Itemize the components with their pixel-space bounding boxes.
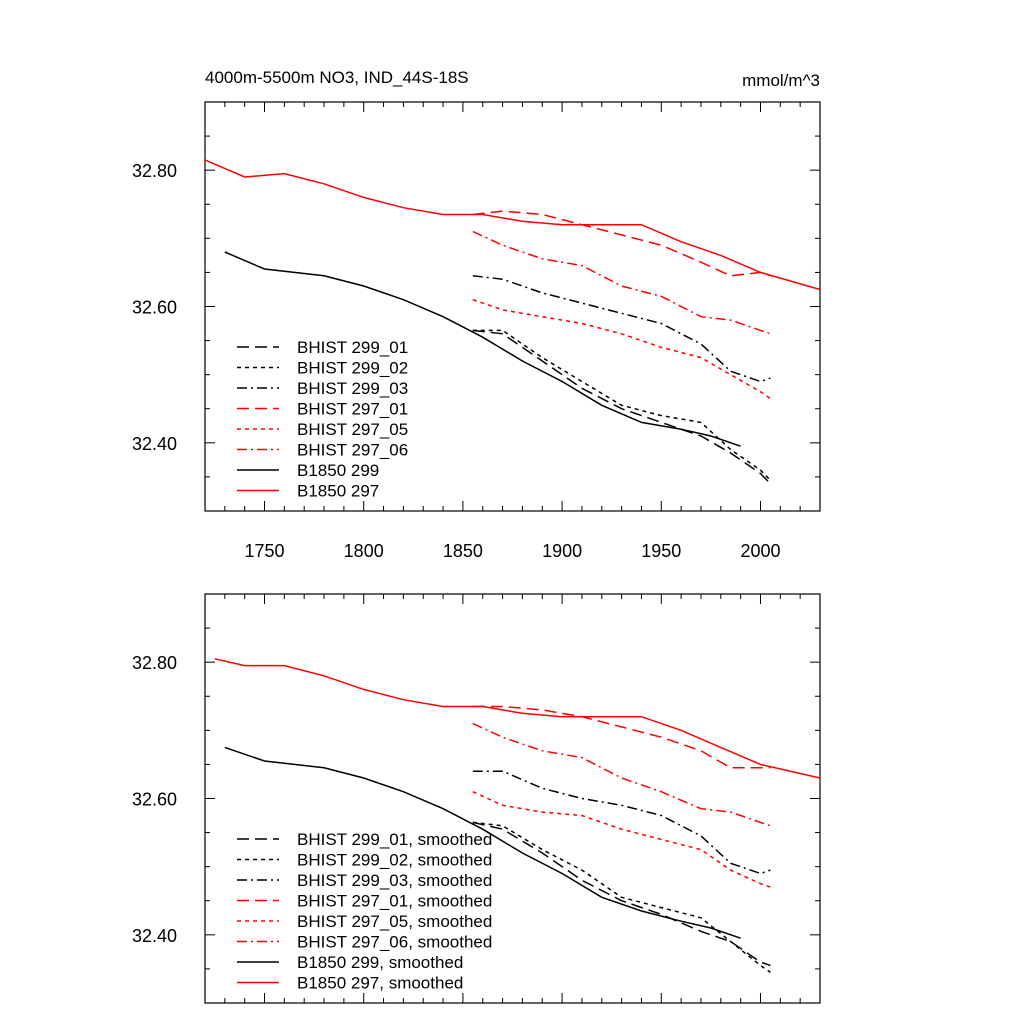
legend-label: BHIST 297_06, smoothed [297, 933, 492, 952]
series-line [472, 770, 771, 875]
legend-label: BHIST 297_01, smoothed [297, 892, 492, 911]
series-line [472, 298, 771, 400]
top-panel: 32.40 32.60 32.80 1750 1800 1850 1900 1950 2000 B… [132, 101, 821, 561]
legend-label: BHIST 299_02, smoothed [297, 851, 492, 870]
y-tick-label: 32.80 [132, 161, 177, 181]
legend-label: BHIST 299_01 [297, 338, 408, 357]
legend-label: B1850 297, smoothed [297, 974, 463, 993]
series-line [204, 159, 821, 291]
legend-label: BHIST 299_01, smoothed [297, 830, 492, 849]
series-line [472, 210, 771, 277]
bottom-panel: 32.40 32.60 32.80 BHIST 299_01, smoothed BHI… [132, 593, 821, 1004]
legend-label: BHIST 299_03, smoothed [297, 871, 492, 890]
legend-label: BHIST 297_05 [297, 420, 408, 439]
y-tick-label: 32.60 [132, 298, 177, 318]
chart-title: 4000m-5500m NO3, IND_44S-18S [205, 68, 469, 87]
y-tick-label: 32.60 [132, 790, 177, 810]
legend-label: B1850 299, smoothed [297, 953, 463, 972]
series-line [472, 821, 771, 973]
series-line [214, 658, 821, 779]
x-tick-label: 2000 [740, 541, 780, 561]
series-line [472, 722, 771, 827]
x-tick-label: 1900 [542, 541, 582, 561]
series-line [224, 251, 741, 447]
series-line [224, 746, 741, 939]
series-line [472, 329, 771, 485]
series-line [472, 821, 771, 967]
units-label: mmol/m^3 [742, 71, 820, 90]
legend-label: BHIST 299_02 [297, 359, 408, 378]
legend-label: BHIST 297_05, smoothed [297, 912, 492, 931]
series-line [472, 275, 771, 383]
series-line [472, 705, 771, 769]
x-tick-label: 1800 [344, 541, 384, 561]
x-tick-label: 1850 [443, 541, 483, 561]
series-line [472, 791, 771, 888]
legend-label: BHIST 297_06 [297, 441, 408, 460]
legend-label: BHIST 299_03 [297, 379, 408, 398]
series-line [472, 329, 771, 481]
y-tick-label: 32.80 [132, 653, 177, 673]
legend-label: B1850 297 [297, 482, 379, 501]
y-tick-label: 32.40 [132, 926, 177, 946]
x-tick-label: 1750 [244, 541, 284, 561]
x-tick-label: 1950 [641, 541, 681, 561]
legend-label: BHIST 297_01 [297, 400, 408, 419]
series-line [472, 230, 771, 335]
y-tick-label: 32.40 [132, 434, 177, 454]
legend-label: B1850 299 [297, 461, 379, 480]
